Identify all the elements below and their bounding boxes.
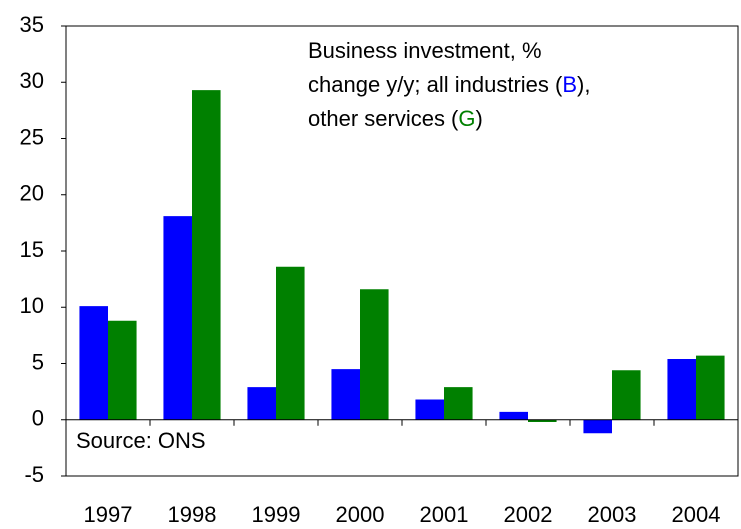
- bar: [247, 387, 276, 420]
- y-tick-label: -5: [24, 462, 44, 487]
- bar: [583, 419, 612, 434]
- y-tick-label: 5: [32, 349, 44, 374]
- bar: [444, 387, 473, 420]
- bar: [528, 419, 557, 422]
- y-tick-label: 10: [20, 293, 44, 318]
- annotation: other services (G): [308, 106, 483, 131]
- x-tick-label: 1998: [168, 502, 217, 527]
- annotation-part: ),: [577, 72, 590, 97]
- bar: [163, 216, 192, 420]
- y-tick-label: 0: [32, 406, 44, 431]
- source-note: Source: ONS: [76, 428, 206, 453]
- bar: [192, 90, 221, 420]
- y-tick-label: 15: [20, 237, 44, 262]
- x-tick-label: 2000: [336, 502, 385, 527]
- annotation: Business investment, %: [308, 38, 542, 63]
- y-tick-label: 35: [20, 12, 44, 37]
- bar: [499, 411, 528, 420]
- x-tick-label: 1999: [252, 502, 301, 527]
- x-tick-label: 2003: [588, 502, 637, 527]
- annotation: change y/y; all industries (B),: [308, 72, 590, 97]
- bar: [108, 320, 137, 420]
- annotation-part: Business investment, %: [308, 38, 542, 63]
- bar: [415, 399, 444, 420]
- bar: [276, 266, 305, 420]
- y-tick-label: 20: [20, 181, 44, 206]
- annotation-part: change y/y; all industries (: [308, 72, 563, 97]
- bar: [360, 289, 389, 420]
- annotation-part: ): [476, 106, 483, 131]
- annotation-part: B: [562, 72, 577, 97]
- x-tick-label: 2002: [504, 502, 553, 527]
- y-tick-label: 30: [20, 68, 44, 93]
- x-tick-label: 2001: [420, 502, 469, 527]
- x-tick-label: 1997: [84, 502, 133, 527]
- bar: [696, 355, 725, 420]
- bar: [612, 370, 641, 420]
- y-tick-label: 25: [20, 124, 44, 149]
- bar: [331, 369, 360, 420]
- bar: [667, 359, 696, 420]
- annotation-part: other services (: [308, 106, 459, 131]
- x-tick-label: 2004: [672, 502, 721, 527]
- annotation-part: G: [458, 106, 475, 131]
- bar: [79, 306, 108, 420]
